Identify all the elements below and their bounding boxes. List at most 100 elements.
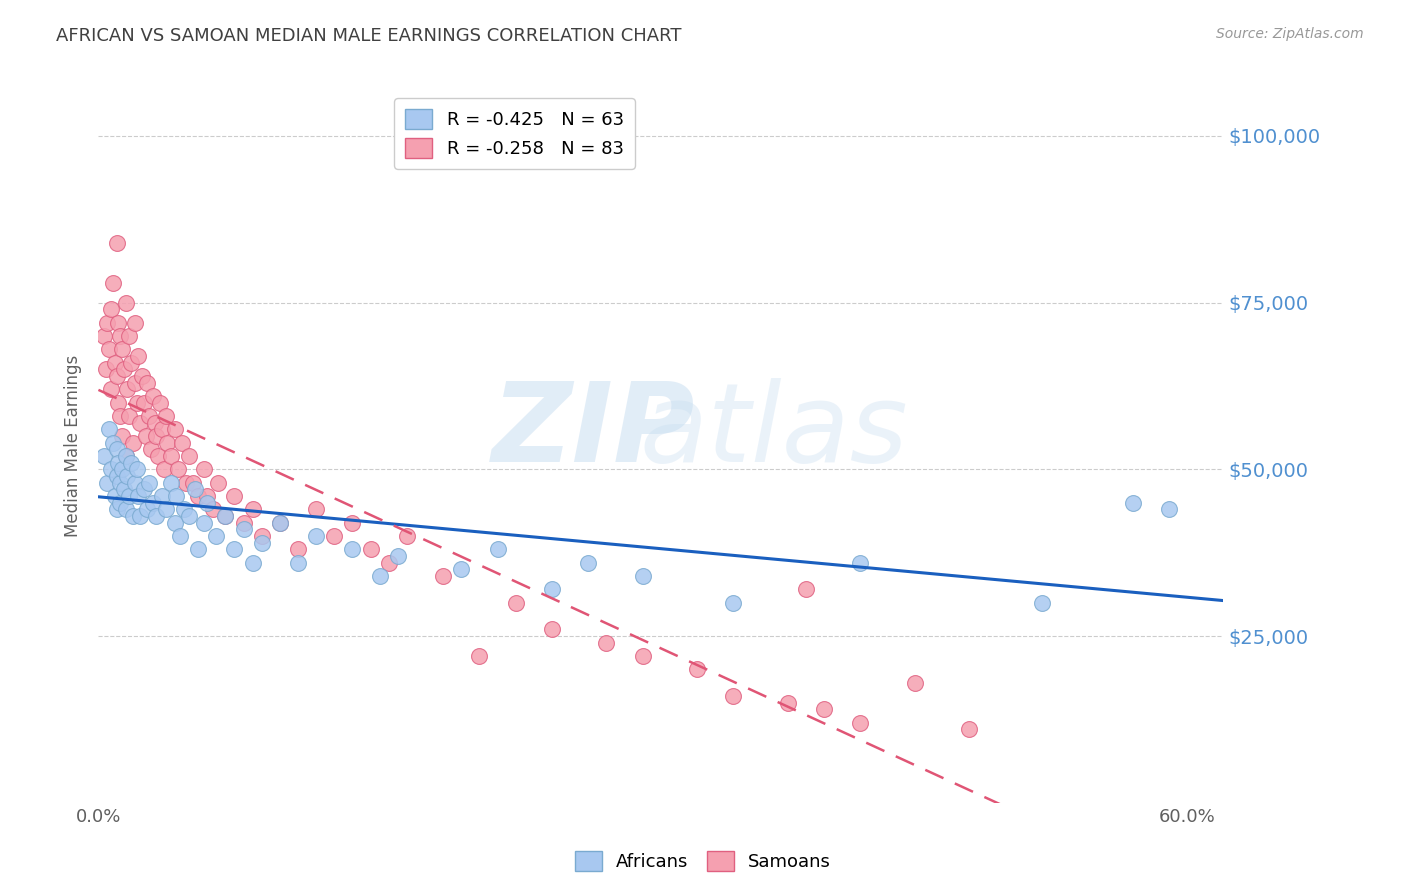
Point [432, 569, 454, 583]
Point [342, 542, 364, 557]
Point [195, 489, 218, 503]
Point [131, 368, 153, 383]
Point [132, 483, 155, 497]
Point [114, 295, 136, 310]
Point [193, 516, 215, 530]
Point [181, 475, 204, 490]
Legend: R = -0.425   N = 63, R = -0.258   N = 83: R = -0.425 N = 63, R = -0.258 N = 83 [395, 98, 634, 169]
Point [114, 449, 136, 463]
Point [138, 409, 160, 423]
Point [108, 329, 131, 343]
Legend: Africans, Samoans: Africans, Samoans [568, 844, 838, 879]
Point [112, 483, 135, 497]
Point [112, 362, 135, 376]
Point [125, 462, 148, 476]
Point [813, 702, 835, 716]
Point [152, 462, 174, 476]
Point [160, 475, 183, 490]
Point [139, 442, 162, 457]
Point [107, 316, 129, 330]
Point [124, 316, 146, 330]
Point [187, 489, 209, 503]
Point [98, 422, 121, 436]
Point [486, 542, 509, 557]
Point [105, 235, 128, 250]
Point [114, 502, 136, 516]
Point [201, 502, 224, 516]
Point [129, 509, 152, 524]
Point [794, 582, 817, 597]
Point [183, 483, 205, 497]
Point [111, 429, 134, 443]
Point [287, 556, 309, 570]
Point [224, 542, 246, 557]
Point [108, 409, 131, 423]
Point [269, 516, 291, 530]
Point [1121, 496, 1143, 510]
Y-axis label: Median Male Earnings: Median Male Earnings [65, 355, 83, 537]
Point [143, 416, 166, 430]
Point [107, 456, 129, 470]
Point [160, 449, 183, 463]
Point [105, 469, 128, 483]
Point [149, 395, 172, 409]
Point [541, 582, 564, 597]
Point [105, 442, 128, 457]
Point [232, 516, 254, 530]
Point [104, 489, 127, 503]
Point [360, 542, 382, 557]
Point [101, 435, 124, 450]
Point [776, 696, 799, 710]
Point [118, 489, 141, 503]
Point [187, 542, 209, 557]
Point [250, 529, 273, 543]
Point [169, 529, 191, 543]
Point [179, 509, 201, 524]
Point [323, 529, 346, 543]
Point [117, 469, 139, 483]
Point [595, 636, 617, 650]
Point [173, 502, 195, 516]
Point [305, 529, 328, 543]
Point [127, 349, 149, 363]
Point [145, 429, 167, 443]
Point [224, 489, 246, 503]
Point [287, 542, 309, 557]
Point [111, 462, 134, 476]
Point [125, 395, 148, 409]
Text: Source: ZipAtlas.com: Source: ZipAtlas.com [1216, 27, 1364, 41]
Point [100, 382, 122, 396]
Point [93, 329, 115, 343]
Point [132, 395, 155, 409]
Point [142, 389, 165, 403]
Point [129, 416, 152, 430]
Point [105, 502, 128, 516]
Point [145, 509, 167, 524]
Point [269, 516, 291, 530]
Point [150, 422, 173, 436]
Point [155, 502, 177, 516]
Point [849, 715, 872, 730]
Point [305, 502, 328, 516]
Point [118, 329, 141, 343]
Point [167, 462, 190, 476]
Point [576, 556, 599, 570]
Point [155, 409, 177, 423]
Point [631, 569, 654, 583]
Point [849, 556, 872, 570]
Point [94, 362, 117, 376]
Point [150, 489, 173, 503]
Point [120, 356, 142, 370]
Point [136, 376, 159, 390]
Point [957, 723, 980, 737]
Point [242, 502, 264, 516]
Point [163, 422, 186, 436]
Point [214, 509, 236, 524]
Text: ZIP: ZIP [492, 378, 695, 485]
Point [122, 509, 145, 524]
Point [170, 435, 193, 450]
Point [214, 509, 236, 524]
Point [195, 496, 218, 510]
Point [111, 343, 134, 357]
Point [124, 475, 146, 490]
